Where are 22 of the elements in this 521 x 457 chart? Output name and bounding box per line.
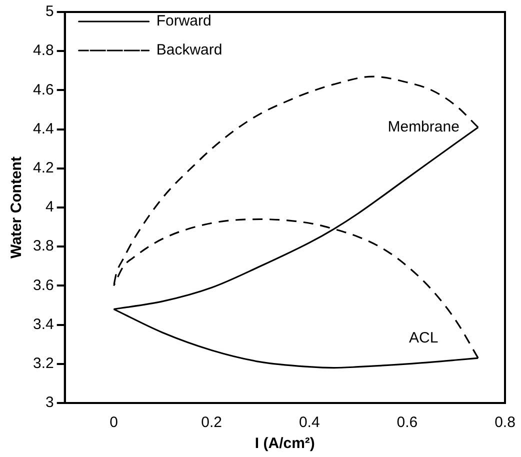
x-tick-label: 0.8 bbox=[494, 414, 516, 432]
y-tick-label: 3.4 bbox=[32, 316, 54, 333]
y-tick-label: 4.2 bbox=[32, 160, 54, 177]
y-tick-label: 3.8 bbox=[32, 238, 54, 255]
x-tick-label: 0.6 bbox=[396, 414, 418, 432]
y-tick-label: 4 bbox=[46, 198, 54, 216]
y-tick-label: 4.6 bbox=[32, 81, 54, 98]
y-tick-label: 4.8 bbox=[32, 42, 54, 60]
y-tick-label: 5 bbox=[46, 3, 54, 20]
x-tick-label: 0.2 bbox=[201, 414, 222, 432]
y-axis-title: Water Content bbox=[8, 156, 26, 258]
legend-label: Forward bbox=[156, 12, 212, 30]
y-tick-label: 4.4 bbox=[32, 120, 54, 138]
annotation: Membrane bbox=[388, 118, 460, 136]
x-axis-title: I (A/cm²) bbox=[254, 435, 315, 452]
y-tick-label: 3.2 bbox=[32, 355, 54, 372]
y-tick-label: 3 bbox=[46, 394, 54, 412]
y-tick-label: 3.6 bbox=[32, 276, 54, 294]
x-tick-label: 0 bbox=[110, 414, 118, 432]
annotation: ACL bbox=[408, 330, 438, 347]
x-tick-label: 0.4 bbox=[298, 414, 320, 432]
legend-label: Backward bbox=[156, 42, 222, 59]
